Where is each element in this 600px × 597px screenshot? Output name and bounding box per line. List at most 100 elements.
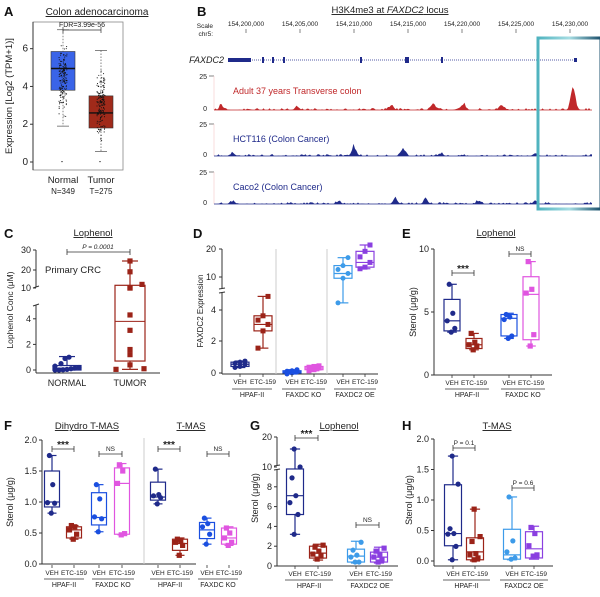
- genomic-position-label: 154,210,000: [336, 21, 373, 28]
- data-point: [530, 553, 536, 559]
- track-signal: [214, 143, 592, 156]
- data-point: [52, 367, 58, 373]
- data-point: [526, 543, 532, 549]
- data-point: [103, 99, 105, 101]
- data-point: [316, 363, 322, 369]
- x-tick-label: NORMAL: [48, 378, 87, 388]
- box-2: [90, 482, 108, 535]
- significance-label: NS: [106, 446, 116, 453]
- axis-break: [32, 303, 40, 307]
- data-point: [61, 71, 63, 73]
- data-point: [61, 102, 63, 104]
- data-point: [97, 102, 99, 104]
- sample-size-label: T=275: [90, 187, 113, 196]
- data-point: [58, 63, 60, 65]
- y-tick-label: 1.5: [24, 466, 37, 476]
- y-axis-label: Sterol (μg/g): [250, 473, 260, 523]
- y-tick-label: 1.0: [416, 495, 429, 505]
- data-point: [289, 475, 295, 481]
- box: [43, 470, 61, 508]
- y-tick-label: 0.0: [416, 556, 429, 566]
- box: [114, 284, 146, 362]
- y-tick-label: 10: [419, 244, 429, 254]
- data-point: [64, 72, 66, 75]
- data-point: [98, 94, 100, 96]
- data-point: [174, 536, 180, 542]
- panel-b-title: H3K4me3 at FAXDC2 locus: [331, 5, 448, 16]
- data-point: [314, 556, 320, 562]
- data-point: [58, 87, 60, 89]
- data-point: [471, 506, 477, 512]
- data-point: [52, 363, 58, 369]
- panel-g-title: Lophenol: [319, 421, 358, 432]
- data-point: [100, 112, 102, 114]
- data-point: [102, 91, 104, 93]
- data-point: [65, 104, 67, 106]
- data-point: [64, 67, 66, 69]
- data-point: [316, 548, 322, 554]
- data-point: [127, 258, 133, 264]
- data-point: [101, 139, 103, 142]
- data-point: [64, 74, 66, 76]
- data-point: [127, 327, 133, 333]
- data-point: [62, 89, 64, 92]
- data-point: [62, 61, 64, 63]
- y-tick-label: 20: [21, 265, 31, 275]
- panel-a-title: Colon adenocarcinoma: [46, 7, 149, 18]
- box-0: [285, 446, 305, 537]
- box-3: [524, 524, 544, 560]
- gene-exon: [441, 57, 443, 63]
- data-point: [103, 128, 106, 130]
- data-point: [98, 74, 100, 76]
- data-point: [127, 346, 133, 353]
- box-faxdc2-oe-veh: [333, 255, 353, 306]
- data-point: [104, 103, 106, 105]
- data-point: [58, 59, 60, 61]
- data-point: [354, 552, 360, 558]
- data-point: [103, 77, 105, 79]
- data-point: [99, 100, 101, 103]
- group-label: HPAF-II: [455, 392, 479, 399]
- data-point: [529, 286, 535, 292]
- data-point: [103, 73, 105, 75]
- data-point: [99, 81, 101, 83]
- data-point: [102, 95, 104, 97]
- box-faxdc-ko-veh: [282, 367, 302, 377]
- data-point: [65, 82, 67, 84]
- data-point: [447, 526, 453, 532]
- y-axis-label: Lophenol Conc (μM): [5, 271, 15, 348]
- data-point: [101, 77, 103, 79]
- group-label: FAXDC KO: [95, 582, 131, 589]
- data-point: [505, 335, 511, 342]
- data-point: [99, 118, 101, 120]
- data-point: [63, 90, 65, 92]
- data-point: [291, 531, 297, 537]
- data-point: [74, 531, 80, 537]
- data-point: [468, 330, 474, 337]
- box-group-normal: [50, 29, 76, 163]
- data-point: [139, 281, 145, 287]
- x-tick-label: ETC-159: [305, 571, 331, 578]
- axis-break: [273, 468, 281, 471]
- data-point: [64, 366, 70, 372]
- track-min-label: 0: [203, 152, 207, 159]
- data-point: [98, 110, 100, 112]
- data-point: [59, 95, 62, 97]
- gene-exon: [272, 57, 274, 63]
- data-point: [59, 64, 61, 67]
- data-point: [76, 364, 82, 371]
- data-point: [59, 75, 61, 77]
- panel-label-D: D: [193, 226, 202, 241]
- data-point: [475, 555, 481, 561]
- group-label: FAXDC KO: [286, 392, 322, 399]
- data-point: [445, 531, 451, 537]
- data-point: [311, 363, 317, 369]
- data-point: [102, 111, 104, 113]
- significance-label: ***: [163, 440, 175, 451]
- y-tick-label: 2.0: [24, 435, 37, 445]
- x-tick-label: ETC-159: [352, 379, 378, 386]
- data-point: [104, 113, 106, 115]
- data-point: [60, 72, 62, 74]
- data-point: [63, 106, 65, 108]
- x-tick-label: ETC-159: [250, 379, 276, 386]
